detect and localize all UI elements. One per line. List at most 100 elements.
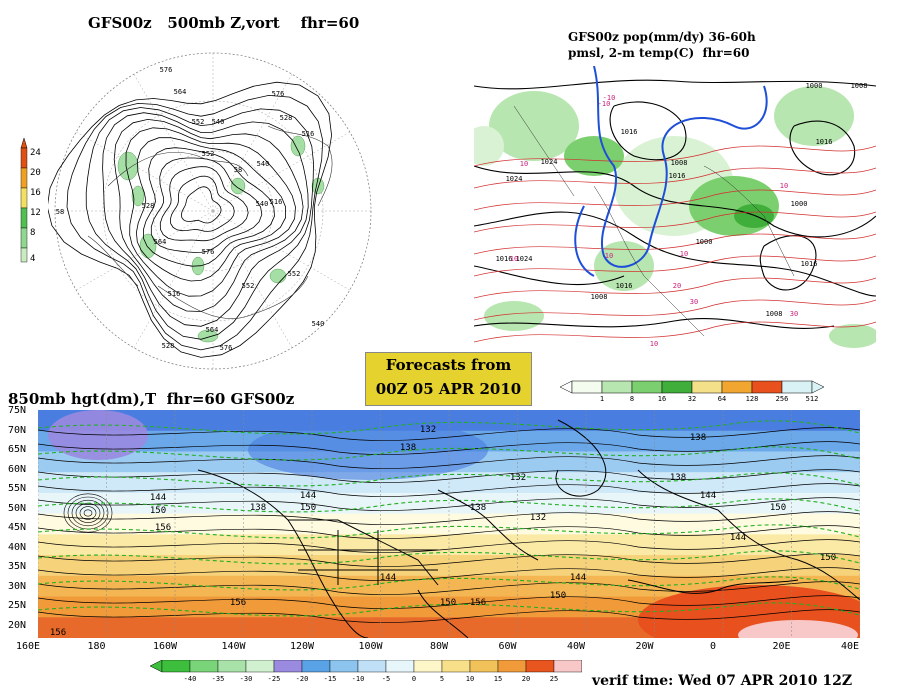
contour-label: 528 — [280, 114, 293, 122]
lon-label: 120W — [290, 641, 315, 652]
height-contour — [169, 175, 235, 232]
temp-colorbar-bin — [413, 660, 443, 673]
pop-colorbar-bin — [721, 380, 753, 394]
contour-label: 540 — [312, 320, 325, 328]
precip-area — [489, 91, 579, 161]
isotherm-label: 20 — [673, 282, 681, 290]
vorticity-colorbar — [18, 138, 40, 263]
temp-colorbar-bin — [217, 660, 247, 673]
temp-colorbar-tick: -10 — [352, 675, 365, 682]
contour-label: 540 — [212, 118, 225, 126]
contour-label: 564 — [154, 238, 167, 246]
isobar — [609, 101, 687, 161]
coastline — [107, 151, 249, 187]
contour-label: 516 — [168, 290, 181, 298]
low-center-contour — [63, 493, 113, 533]
isobar-label: 1016 — [496, 255, 513, 263]
warm-core — [738, 620, 858, 638]
height-contour — [38, 581, 860, 595]
temp-colorbar-bin — [525, 660, 555, 673]
contour-label: 540 — [257, 160, 270, 168]
height-contour — [38, 511, 860, 525]
pop-colorbar-bin — [691, 380, 723, 394]
coastline — [157, 275, 309, 319]
contour-label: 576 — [220, 344, 233, 352]
isotherm-label: -10 — [598, 100, 611, 108]
coastline — [87, 235, 139, 287]
isobar-label: 1016 — [616, 282, 633, 290]
coastline — [298, 530, 438, 585]
isotherm — [474, 233, 876, 255]
contour-label: 138 — [690, 433, 706, 443]
temp-colorbar-tick: -15 — [324, 675, 337, 682]
pop-colorbar-bin — [781, 380, 813, 394]
lat-label: 45N — [8, 522, 27, 533]
map-850mb-graphic: 132 138 138 144 150 156 138 144 150 156 138 132 144 1… — [38, 410, 860, 638]
isobar-label: 1024 — [516, 255, 533, 263]
contour-label: 564 — [206, 326, 219, 334]
temp-colorbar-graphic: -40 -35 -30 -25 -20 -15 -10 -5 0 5 10 15 20 25 — [150, 660, 582, 682]
height-contour — [125, 127, 296, 297]
contour-label: 150 — [300, 503, 316, 513]
isotherm-label: 30 — [690, 298, 698, 306]
isobar-label: 1024 — [541, 158, 558, 166]
height-contour — [38, 567, 860, 581]
height-contour — [159, 166, 249, 242]
panel-pop-title-line2: pmsl, 2-m temp(C) fhr=60 — [568, 46, 750, 60]
contour-label: 144 — [700, 491, 716, 501]
panel-pop-title-line1: GFS00z pop(mm/dy) 36-60h — [568, 30, 756, 44]
temp-colorbar-bin — [329, 660, 359, 673]
precip-area — [564, 136, 624, 176]
lat-label: 25N — [8, 600, 27, 611]
precip-area — [829, 324, 876, 348]
contour-label: 576 — [202, 248, 215, 256]
isotherm-label: 30 — [790, 310, 798, 318]
coastline — [627, 579, 799, 594]
isotherm — [474, 299, 876, 321]
contour-label: 58 — [234, 166, 242, 174]
isobar-label: 1024 — [506, 175, 523, 183]
lon-label: 80W — [430, 641, 449, 652]
isotherm-label: 10 — [510, 255, 518, 263]
pop-colorbar-tick: 8 — [630, 395, 634, 402]
low-center-contour — [79, 506, 97, 520]
isotherm-label: -10 — [603, 94, 616, 102]
isobar-label: 1008 — [766, 310, 783, 318]
height-contour — [66, 94, 324, 351]
height-contour — [135, 137, 286, 282]
height-contour — [113, 118, 304, 312]
temp-colorbar-tick: 25 — [550, 675, 558, 682]
contour-label: 564 — [174, 88, 187, 96]
height-contour — [38, 455, 860, 469]
contour-label: 138 — [250, 503, 266, 513]
vort-tick: 20 — [30, 168, 41, 178]
contour-label: 144 — [150, 493, 166, 503]
height-contour — [38, 553, 860, 567]
low-center-contour — [83, 509, 93, 517]
lat-label: 40N — [8, 541, 27, 553]
coastline — [637, 469, 860, 601]
isotherm — [474, 277, 876, 299]
isobar-label: 1016 — [621, 128, 638, 136]
colorbar-low-arrow — [560, 380, 573, 394]
temp-colorbar-bin — [497, 660, 527, 673]
freezing-line — [574, 205, 595, 277]
height-contour — [142, 147, 275, 267]
contour-label: 156 — [470, 598, 486, 608]
isobar-label: 1016 — [801, 260, 818, 268]
temp-colorbar-tick: 15 — [494, 675, 502, 682]
isobar-label: 1000 — [791, 200, 808, 208]
lon-label: 60W — [498, 641, 517, 652]
height-contour — [38, 469, 860, 483]
coastline — [513, 105, 575, 197]
isobar — [474, 265, 625, 286]
vorticity-colorbar-graphic — [20, 138, 28, 263]
lon-label: 140W — [221, 641, 246, 652]
pop-colorbar-tick: 512 — [806, 395, 819, 402]
isobar-label: 1016 — [669, 172, 686, 180]
temp-colorbar-bin — [357, 660, 387, 673]
contour-label: 132 — [420, 425, 436, 435]
temp-colorbar-tick: 20 — [522, 675, 530, 682]
height-contour — [38, 609, 860, 623]
